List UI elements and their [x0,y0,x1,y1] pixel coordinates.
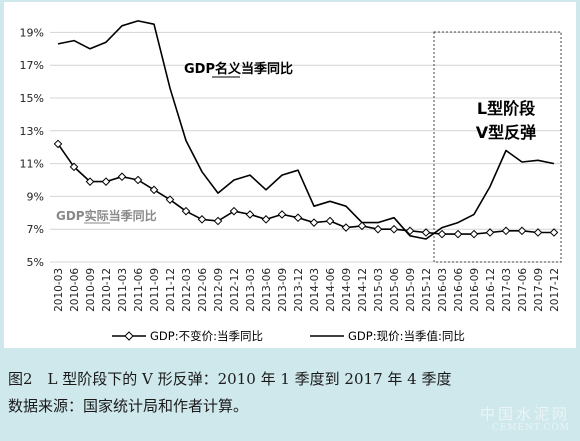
data-point [437,229,447,239]
x-tick-label: 2011-03 [117,268,129,312]
x-tick-label: 2012-12 [229,268,241,312]
y-tick-label: 17% [20,59,44,72]
data-point [389,224,399,234]
series-markers [53,139,559,239]
x-tick-label: 2014-09 [341,268,353,312]
x-tick-label: 2016-03 [437,268,449,312]
x-tick-label: 2014-12 [357,268,369,312]
x-tick-label: 2011-06 [133,268,145,312]
x-tick-label: 2013-06 [261,268,273,312]
x-tick-label: 2014-03 [309,268,321,312]
series-line-1 [57,20,555,240]
data-point [229,206,239,216]
y-axis-ticks: 5% 7% 9% 11% 13% 15% 17% 19% [20,26,44,269]
nominal-gdp-annotation: GDP名义当季同比 [184,61,293,77]
x-tick-label: 2015-03 [373,268,385,312]
x-tick-label: 2013-03 [245,268,257,312]
data-point [197,215,207,224]
y-tick-label: 19% [20,26,44,39]
data-point [85,177,95,186]
y-tick-label: 13% [20,125,44,138]
data-point [485,228,495,237]
data-point [357,221,367,231]
data-point [325,216,335,226]
x-tick-label: 2017-06 [517,268,529,312]
data-point [293,213,303,223]
x-tick-label: 2012-03 [181,268,193,312]
gridlines [50,31,562,263]
y-tick-label: 11% [20,158,44,171]
x-tick-label: 2013-12 [293,268,305,312]
watermark-cn: 中国水泥网 [479,405,570,423]
y-tick-label: 7% [27,223,44,236]
legend-label-nominal-gdp: GDP:现价:当季值:同比 [348,329,465,343]
data-point [469,229,479,239]
x-tick-label: 2015-12 [421,268,433,312]
figure-caption: 图2 L 型阶段下的 V 形反弹：2010 年 1 季度到 2017 年 4 季… [8,366,568,420]
y-tick-label: 5% [27,256,44,269]
legend-marker-diamond [124,331,134,341]
x-tick-label: 2011-12 [165,268,177,312]
y-tick-label: 15% [20,92,44,105]
box-label-v-rebound: V型反弹 [476,123,536,142]
chart-area: 5% 7% 9% 11% 13% 15% 17% 19% 2010-03 2010-06 2010… [4,2,576,348]
x-axis-ticks: 2010-03 2010-06 2010-09 2010-12 2011-03 2011-… [53,268,561,312]
data-point [133,175,143,185]
legend: GDP:不变价:当季同比 GDP:现价:当季值:同比 [112,329,465,343]
lv-phase-box [433,31,562,263]
x-tick-label: 2015-09 [405,268,417,312]
x-tick-label: 2017-09 [533,268,545,312]
data-point [101,177,111,186]
x-tick-label: 2017-12 [549,268,561,312]
x-tick-label: 2012-09 [213,268,225,312]
data-point [501,226,511,236]
caption-title: 图2 L 型阶段下的 V 形反弹：2010 年 1 季度到 2017 年 4 季… [8,370,452,388]
caption-source: 数据来源：国家统计局和作者计算。 [8,397,249,415]
x-tick-label: 2016-09 [469,268,481,312]
data-point [549,228,559,237]
data-point [165,195,175,204]
box-label-l-phase: L型阶段 [477,99,536,118]
data-point [453,229,463,239]
data-point [149,185,159,195]
x-tick-label: 2016-06 [453,268,465,312]
data-point [261,215,271,224]
data-point [213,216,223,226]
data-point [277,210,287,219]
data-point [405,226,415,236]
data-point [533,228,543,237]
data-point [341,223,351,232]
x-tick-label: 2013-09 [277,268,289,312]
x-tick-label: 2010-06 [69,268,81,312]
real-gdp-annotation: GDP实际当季同比 [56,208,157,223]
x-tick-label: 2010-09 [85,268,97,312]
x-tick-label: 2010-03 [53,268,65,312]
x-tick-label: 2015-06 [389,268,401,312]
data-point [245,210,255,219]
x-tick-label: 2017-03 [501,268,513,312]
legend-label-real-gdp: GDP:不变价:当季同比 [150,329,263,343]
data-point [117,172,127,182]
x-tick-label: 2011-09 [149,268,161,312]
x-tick-label: 2010-12 [101,268,113,312]
data-point [309,218,319,227]
x-tick-label: 2012-06 [197,268,209,312]
x-tick-label: 2014-06 [325,268,337,312]
data-point [517,226,527,236]
site-watermark: 中国水泥网 CEMENT.COM [480,407,570,435]
data-point [373,224,383,234]
watermark-en: CEMENT.COM [491,423,570,433]
y-tick-label: 9% [27,190,44,203]
x-tick-label: 2016-12 [485,268,497,312]
gdp-line-chart: 5%7%9%11%13%15%17%19% 2010-03 2010-06 2010… [20,20,562,343]
data-point [181,206,191,216]
data-point [53,139,63,149]
data-point [69,162,79,172]
data-point [421,228,431,237]
